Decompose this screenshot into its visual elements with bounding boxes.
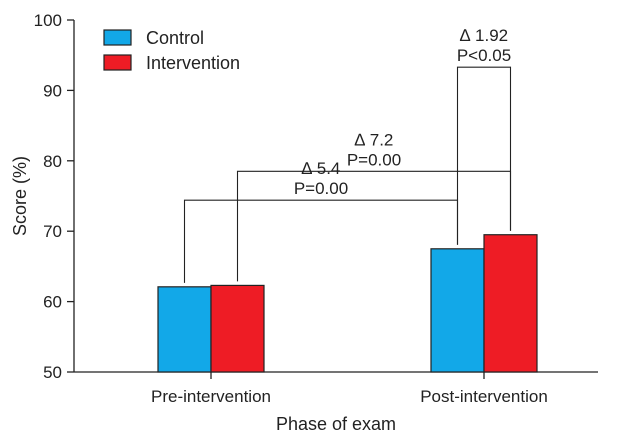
legend-swatch-control <box>103 29 132 46</box>
axes: 50 60 70 80 90 100 Pre-intervention Post-interv… <box>10 11 598 434</box>
x-tick-label: Pre-intervention <box>151 387 271 406</box>
annotation-p-value: P=0.00 <box>294 179 348 198</box>
annotation-delta: ∆ 5.4 <box>302 159 341 178</box>
legend-label-intervention: Intervention <box>146 53 240 73</box>
annotation-p-value: P<0.05 <box>457 46 511 65</box>
y-axis-title: Score (%) <box>10 156 30 236</box>
bar-intervention-1 <box>483 234 538 373</box>
y-tick-label: 70 <box>43 222 62 241</box>
legend-label-control: Control <box>146 28 204 48</box>
y-tick-label: 90 <box>43 81 62 100</box>
y-tick-label: 100 <box>34 11 62 30</box>
bracket-control-change <box>183 199 459 283</box>
bracket-post-difference <box>456 66 512 245</box>
y-tick-label: 60 <box>43 293 62 312</box>
bar-intervention-0 <box>210 284 265 373</box>
bar-control-0 <box>157 286 212 373</box>
annotation-delta: ∆ 7.2 <box>355 130 394 149</box>
x-tick-label: Post-intervention <box>420 387 548 406</box>
legend: Control Intervention <box>103 28 240 73</box>
annotations: ∆ 5.4P=0.00∆ 7.2P=0.00∆ 1.92P<0.05 <box>183 26 512 283</box>
annotation-p-value: P=0.00 <box>347 150 401 169</box>
x-axis-title: Phase of exam <box>276 414 396 434</box>
y-tick-label: 80 <box>43 152 62 171</box>
bars <box>157 234 538 373</box>
legend-swatch-intervention <box>103 54 132 71</box>
annotation-delta: ∆ 1.92 <box>460 26 508 45</box>
y-tick-label: 50 <box>43 363 62 382</box>
bar-control-1 <box>430 248 485 373</box>
